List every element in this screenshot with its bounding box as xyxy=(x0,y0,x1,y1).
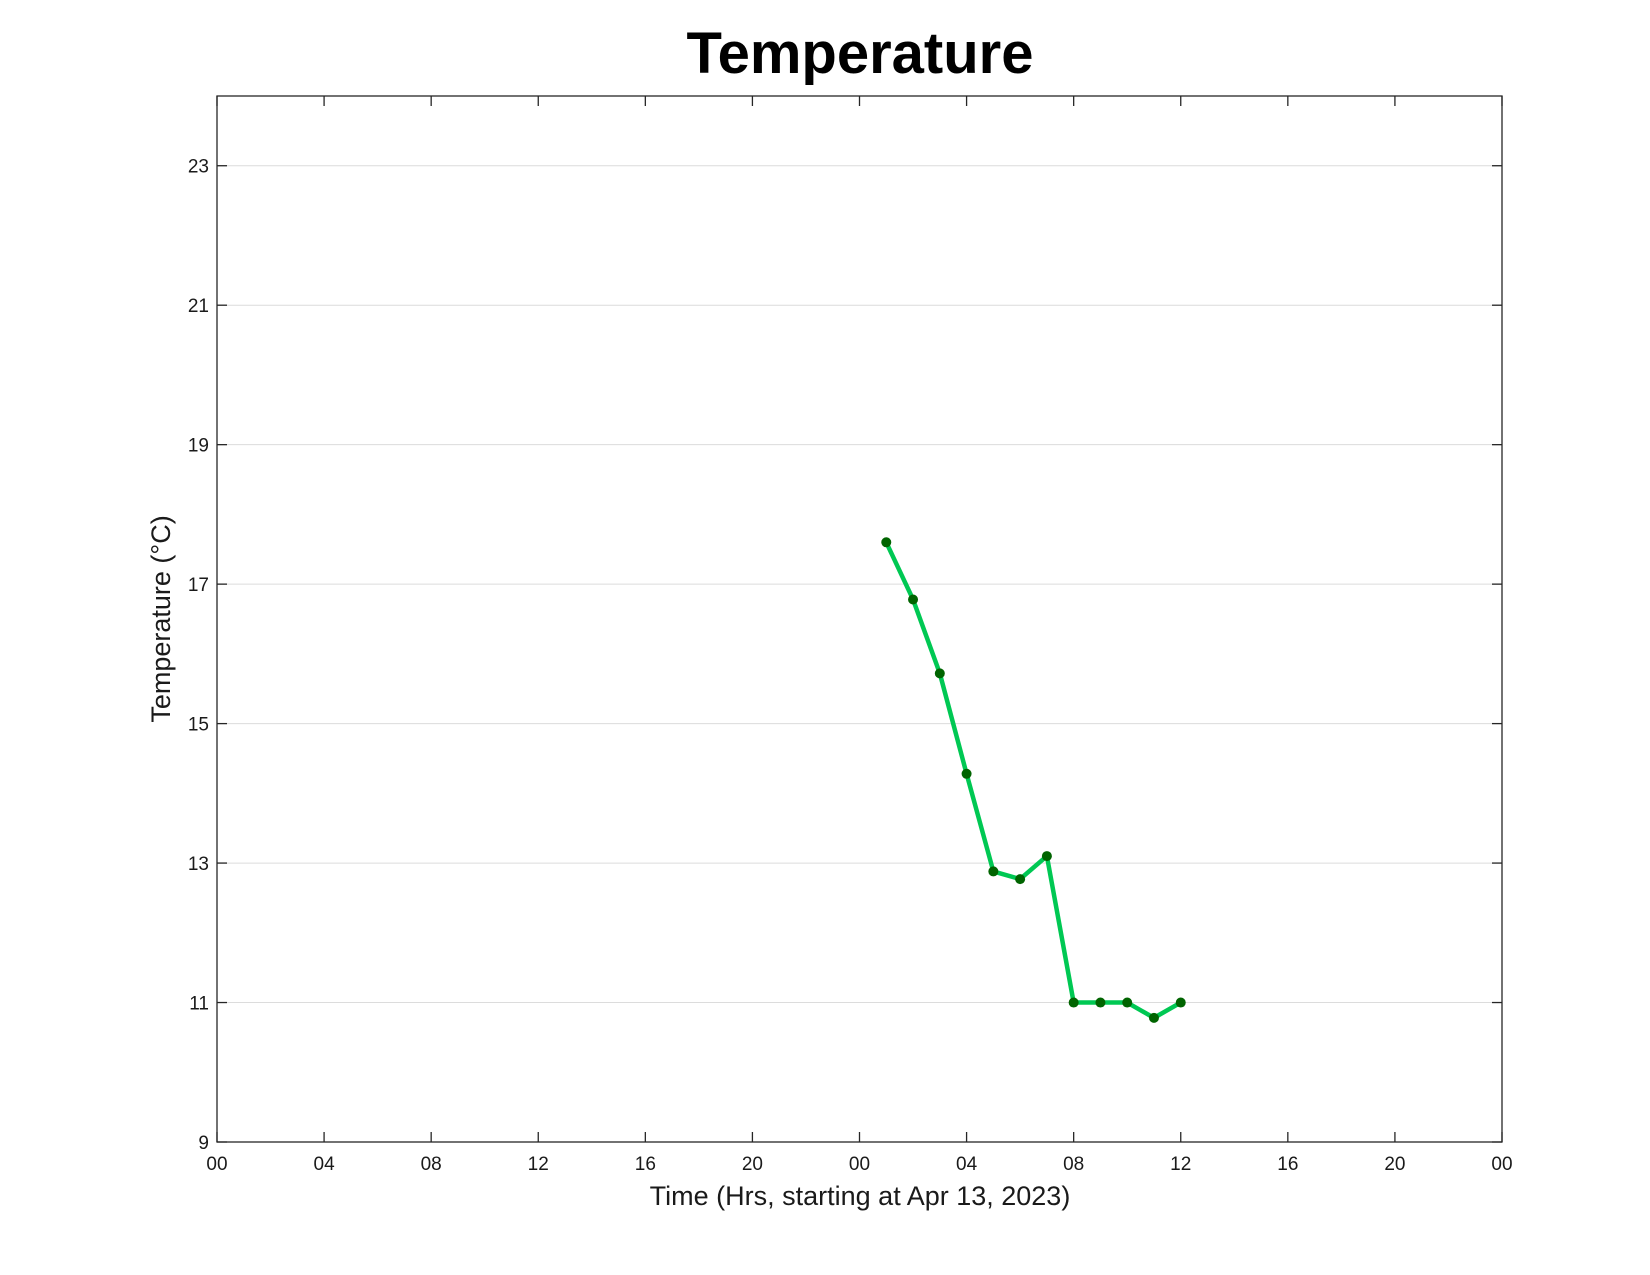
x-tick-label: 04 xyxy=(956,1154,978,1175)
x-tick-labels: 00 04 08 12 16 20 00 04 08 12 16 20 00 xyxy=(206,1154,1512,1175)
data-point xyxy=(961,768,972,779)
x-tick-label: 04 xyxy=(314,1154,336,1175)
x-tick-label: 00 xyxy=(849,1154,870,1175)
x-tick-label: 16 xyxy=(635,1154,656,1175)
x-tick-label: 20 xyxy=(742,1154,763,1175)
data-point xyxy=(1122,997,1133,1008)
y-tick-label: 23 xyxy=(188,157,209,178)
data-point xyxy=(1148,1012,1159,1023)
axis-ticks xyxy=(216,96,1503,1143)
data-point xyxy=(908,594,919,605)
x-tick-label: 00 xyxy=(1491,1154,1512,1175)
data-point xyxy=(1175,997,1186,1008)
plot-frame xyxy=(216,95,1503,1143)
x-tick-label: 00 xyxy=(206,1154,227,1175)
y-tick-label: 19 xyxy=(188,436,209,457)
x-tick-label: 08 xyxy=(421,1154,442,1175)
chart-title: Temperature xyxy=(686,21,1033,86)
y-tick-label: 13 xyxy=(188,854,209,875)
x-tick-label: 12 xyxy=(1170,1154,1191,1175)
temperature-series-line xyxy=(884,540,1183,1021)
data-point xyxy=(988,866,999,877)
gridlines xyxy=(217,165,1502,1004)
x-axis-label: Time (Hrs, starting at Apr 13, 2023) xyxy=(650,1181,1071,1211)
data-point xyxy=(1068,997,1079,1008)
data-point xyxy=(1095,997,1106,1008)
y-axis-label: Temperature (°C) xyxy=(146,515,176,722)
y-tick-label: 17 xyxy=(188,575,209,596)
y-tick-label: 21 xyxy=(188,296,209,317)
y-tick-label: 9 xyxy=(198,1133,209,1154)
data-point xyxy=(1015,874,1026,885)
y-tick-label: 15 xyxy=(188,715,209,736)
data-point xyxy=(934,668,945,679)
x-tick-label: 16 xyxy=(1277,1154,1298,1175)
x-tick-label: 12 xyxy=(528,1154,549,1175)
x-tick-label: 20 xyxy=(1384,1154,1405,1175)
x-tick-label: 08 xyxy=(1063,1154,1084,1175)
data-point xyxy=(881,537,892,548)
data-point xyxy=(1041,851,1052,862)
y-tick-label: 11 xyxy=(189,994,209,1015)
y-tick-labels: 9 11 13 15 17 19 21 23 xyxy=(188,157,209,1154)
temperature-markers xyxy=(881,537,1186,1023)
